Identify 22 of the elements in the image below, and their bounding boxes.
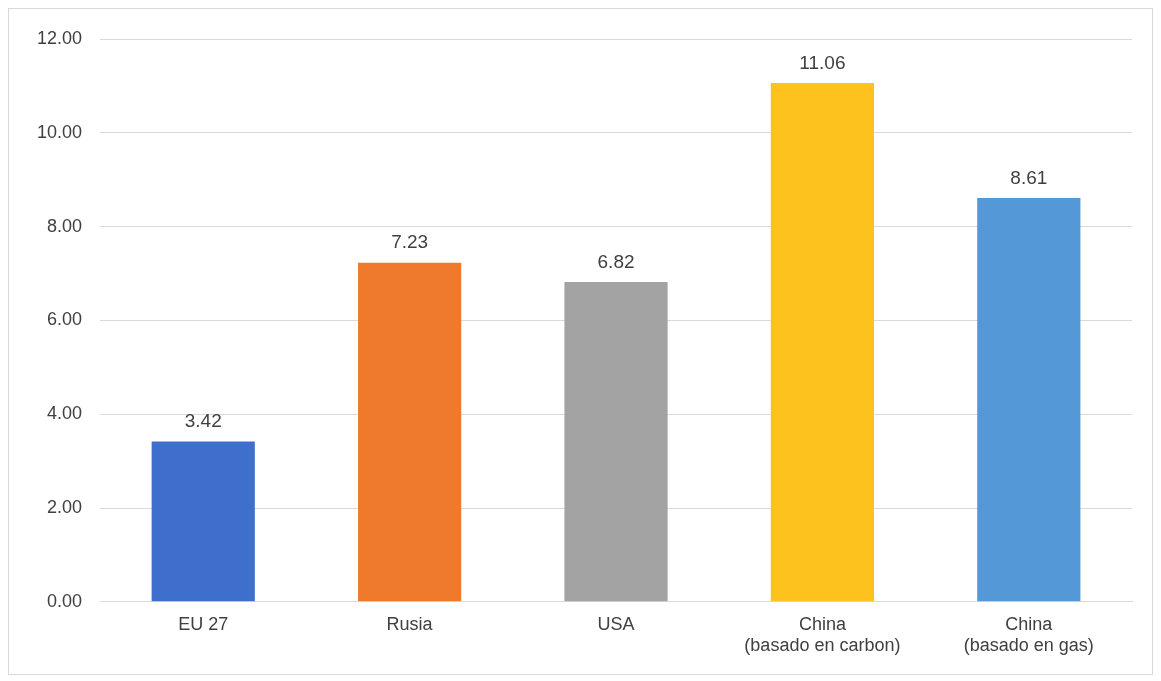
y-tick-label: 10.00 [37, 121, 83, 142]
y-tick-label: 0.00 [47, 590, 83, 611]
data-label: 7.23 [391, 231, 429, 253]
y-tick-label: 2.00 [47, 496, 83, 517]
bar [358, 262, 462, 602]
bar [977, 197, 1081, 602]
bar [151, 441, 255, 602]
x-tick-label: EU 27 [178, 613, 229, 634]
x-tick-label: China (basado en carbon) [744, 613, 901, 656]
data-label: 11.06 [799, 51, 846, 73]
y-tick-label: 8.00 [47, 215, 83, 236]
bar [770, 83, 875, 602]
data-label: 6.82 [597, 250, 635, 272]
x-tick-label: Rusia [386, 613, 434, 634]
y-tick-label: 12.00 [37, 27, 83, 48]
y-tick-label: 6.00 [47, 309, 83, 330]
y-tick-label: 4.00 [47, 403, 83, 424]
data-label: 8.61 [1010, 166, 1048, 188]
x-tick-label: China (basado en gas) [963, 613, 1094, 656]
data-label: 3.42 [184, 410, 222, 432]
x-tick-label: USA [597, 613, 635, 634]
bar [564, 281, 668, 602]
